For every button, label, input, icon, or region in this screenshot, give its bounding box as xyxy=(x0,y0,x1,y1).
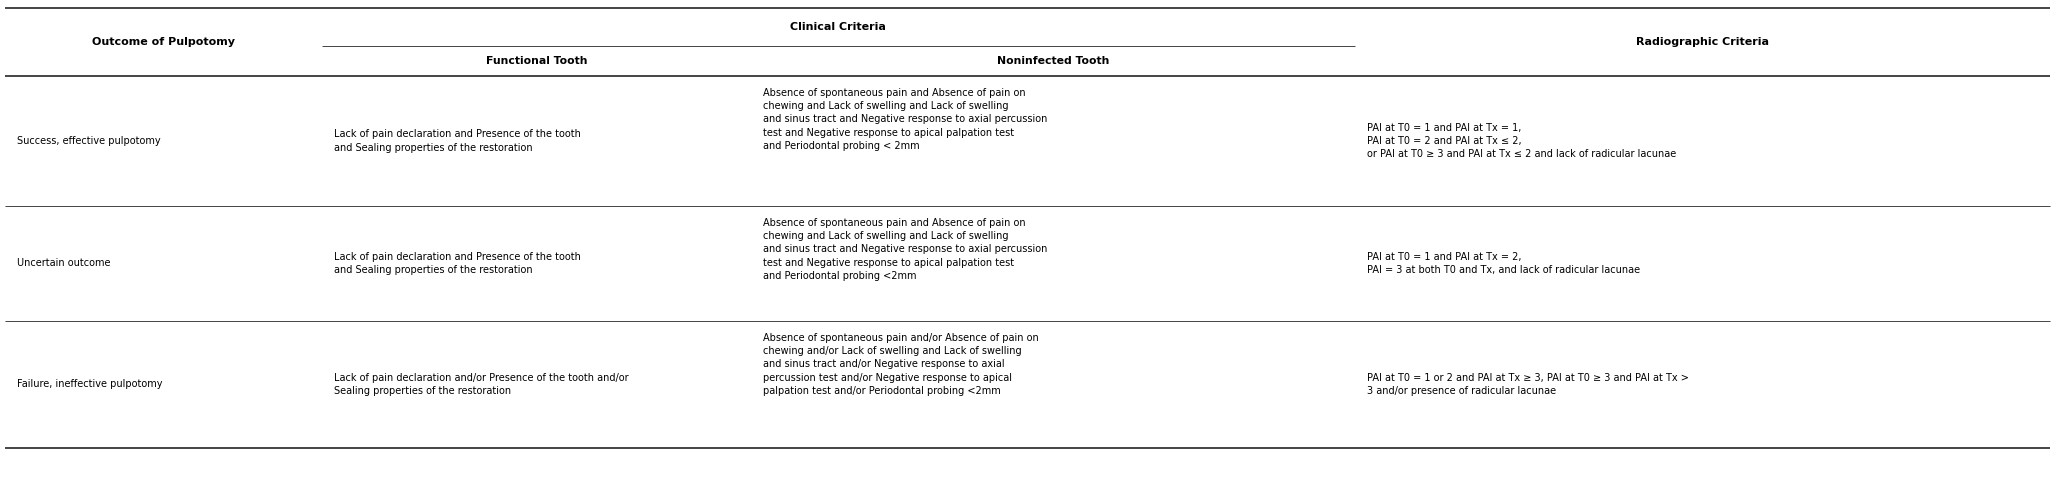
Text: Noninfected Tooth: Noninfected Tooth xyxy=(997,56,1110,66)
Text: Radiographic Criteria: Radiographic Criteria xyxy=(1636,37,1769,47)
Text: Absence of spontaneous pain and Absence of pain on
chewing and Lack of swelling : Absence of spontaneous pain and Absence … xyxy=(762,218,1048,281)
Text: Clinical Criteria: Clinical Criteria xyxy=(791,22,886,32)
Text: Functional Tooth: Functional Tooth xyxy=(485,56,588,66)
Text: Failure, ineffective pulpotomy: Failure, ineffective pulpotomy xyxy=(16,380,162,389)
Text: Outcome of Pulpotomy: Outcome of Pulpotomy xyxy=(92,37,234,47)
Text: Lack of pain declaration and Presence of the tooth
and Sealing properties of the: Lack of pain declaration and Presence of… xyxy=(335,252,582,275)
Text: Absence of spontaneous pain and Absence of pain on
chewing and Lack of swelling : Absence of spontaneous pain and Absence … xyxy=(762,88,1048,151)
Text: Lack of pain declaration and/or Presence of the tooth and/or
Sealing properties : Lack of pain declaration and/or Presence… xyxy=(335,373,629,396)
Text: Success, effective pulpotomy: Success, effective pulpotomy xyxy=(16,136,160,146)
Text: Lack of pain declaration and Presence of the tooth
and Sealing properties of the: Lack of pain declaration and Presence of… xyxy=(335,129,582,153)
Text: PAI at T0 = 1 and PAI at Tx = 2,
PAI = 3 at both T0 and Tx, and lack of radicula: PAI at T0 = 1 and PAI at Tx = 2, PAI = 3… xyxy=(1367,252,1640,275)
Text: Uncertain outcome: Uncertain outcome xyxy=(16,259,111,268)
Text: Absence of spontaneous pain and/or Absence of pain on
chewing and/or Lack of swe: Absence of spontaneous pain and/or Absen… xyxy=(762,333,1040,396)
Text: PAI at T0 = 1 or 2 and PAI at Tx ≥ 3, PAI at T0 ≥ 3 and PAI at Tx >
3 and/or pre: PAI at T0 = 1 or 2 and PAI at Tx ≥ 3, PA… xyxy=(1367,373,1689,396)
Text: PAI at T0 = 1 and PAI at Tx = 1,
PAI at T0 = 2 and PAI at Tx ≤ 2,
or PAI at T0 ≥: PAI at T0 = 1 and PAI at Tx = 1, PAI at … xyxy=(1367,123,1677,159)
